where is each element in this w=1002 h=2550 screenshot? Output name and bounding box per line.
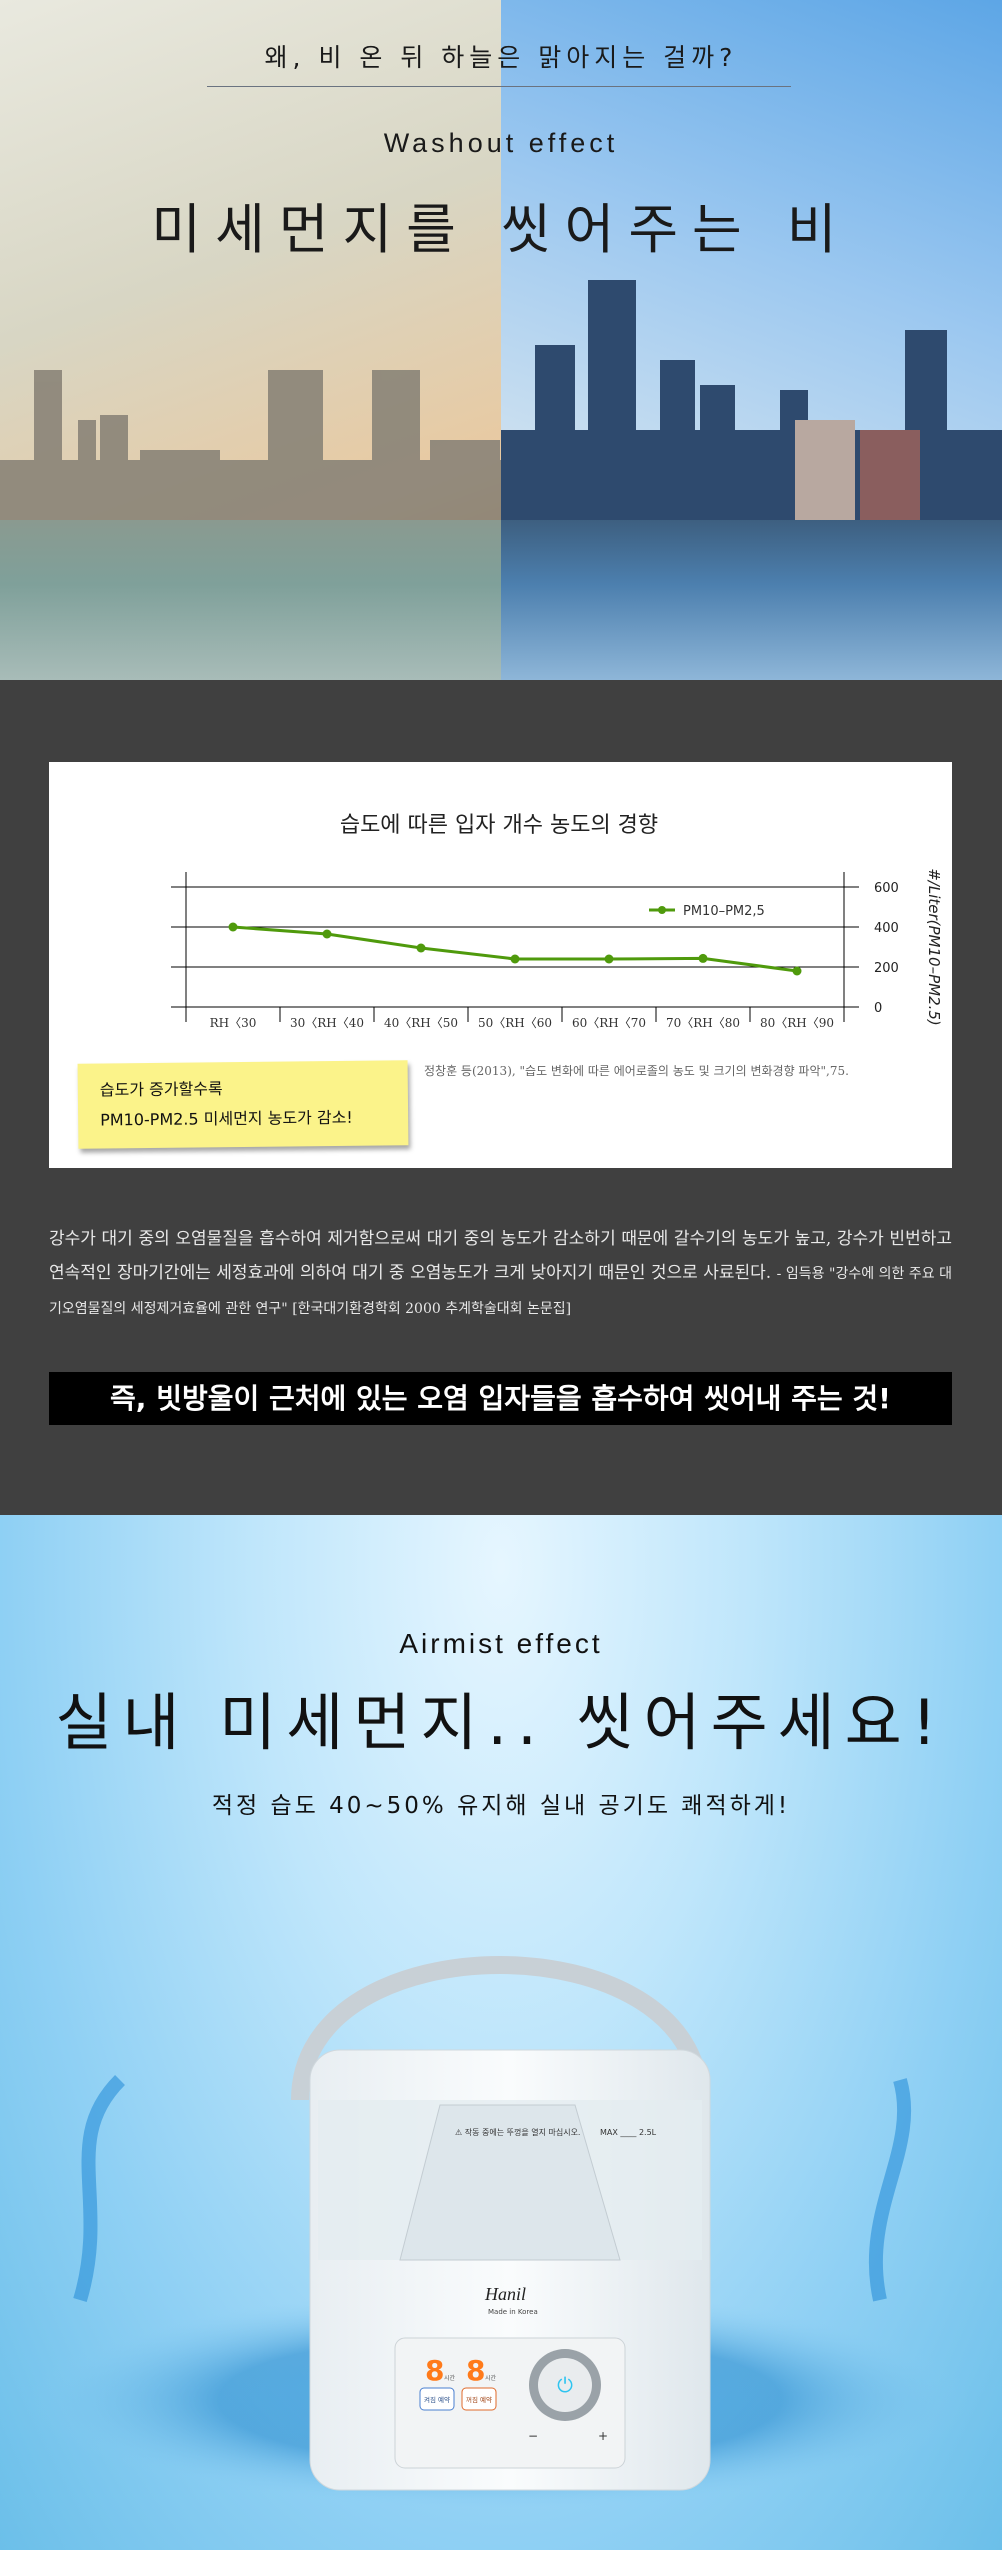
warning-label: ⚠ 작동 중에는 뚜껑을 열지 마십시오. xyxy=(455,2127,580,2137)
hero-subtitle: Washout effect xyxy=(383,128,619,158)
note-line-2: PM10-PM2.5 미세먼지 농도가 감소! xyxy=(100,1107,353,1130)
brand-logo: Hanil xyxy=(484,2284,526,2304)
on-timer-button[interactable] xyxy=(419,2387,455,2411)
paragraph-source: - 임득용 "강수에 의한 주요 대기오염물질의 세정제거효율에 관한 연구" … xyxy=(49,1266,952,1317)
x-tick-label: 40〈RH〈50 xyxy=(384,1016,458,1030)
off-timer-button[interactable] xyxy=(461,2387,497,2411)
data-point xyxy=(792,966,802,976)
y-tick-label: 200 xyxy=(874,961,899,976)
humidifier-product: ⚠ 작동 중에는 뚜껑을 열지 마십시오. MAX ____ 2.5L Hani… xyxy=(30,1956,970,2510)
chart-card: 습도에 따른 입자 개수 농도의 경향 0 200 400 600 RH〈30 30〈RH… xyxy=(49,762,952,1168)
humidity-chart: 습도에 따른 입자 개수 농도의 경향 0 200 400 600 RH〈30 30〈RH… xyxy=(171,813,943,1030)
airmist-tagline: 적정 습도 40~50% 유지해 실내 공기도 쾌적하게! xyxy=(211,1793,791,1819)
airmist-subtitle: Airmist effect xyxy=(399,1628,603,1659)
made-in-label: Made in Korea xyxy=(488,2308,538,2316)
data-point xyxy=(228,922,238,932)
data-point xyxy=(698,953,708,963)
y-tick-label: 600 xyxy=(874,881,899,896)
hero-title: 미세먼지를 씻어주는 비 xyxy=(151,198,851,261)
y-tick-label: 0 xyxy=(874,1001,882,1016)
research-paragraph: 강수가 대기 중의 오염물질을 흡수하여 제거함으로써 대기 중의 농도가 감소… xyxy=(49,1222,952,1326)
timer-digit-on: 8 xyxy=(425,2354,444,2387)
x-tick-label: 30〈RH〈40 xyxy=(290,1016,364,1030)
paragraph-body: 강수가 대기 중의 오염물질을 흡수하여 제거함으로써 대기 중의 농도가 감소… xyxy=(49,1229,952,1283)
highlight-banner: 즉, 빗방울이 근처에 있는 오염 입자들을 흡수하여 씻어내 주는 것! xyxy=(49,1372,952,1425)
series-line xyxy=(232,925,798,973)
data-point xyxy=(604,954,614,964)
x-tick-label: RH〈30 xyxy=(210,1016,257,1030)
x-tick-label: 50〈RH〈60 xyxy=(478,1016,552,1030)
river-left xyxy=(0,520,501,680)
tank-funnel xyxy=(399,2104,621,2261)
x-tick-label: 60〈RH〈70 xyxy=(572,1016,646,1030)
minus-label: − xyxy=(528,2429,538,2443)
data-point xyxy=(416,943,426,953)
legend-marker xyxy=(658,906,666,914)
power-icon: ⏻ xyxy=(557,2373,573,2397)
on-timer-label: 켜짐 예약 xyxy=(424,2395,450,2404)
off-timer-label: 꺼짐 예약 xyxy=(466,2395,492,2404)
divider xyxy=(207,86,791,87)
plus-label: + xyxy=(598,2429,608,2443)
data-point xyxy=(322,929,332,939)
note-line-1: 습도가 증가할수록 xyxy=(99,1079,223,1100)
timer-digit-off: 8 xyxy=(466,2354,485,2387)
city-skyline xyxy=(0,280,1002,520)
power-button[interactable] xyxy=(538,2358,592,2412)
hour-unit-2: 시간 xyxy=(485,2374,497,2382)
y-axis-label: #/Liter(PM10–PM2.5) xyxy=(925,868,943,1026)
max-label: MAX ____ 2.5L xyxy=(600,2128,657,2137)
sticky-note: 습도가 증가할수록 PM10-PM2.5 미세먼지 농도가 감소! xyxy=(77,1060,409,1149)
carry-handle xyxy=(291,1956,709,2101)
river-right xyxy=(501,520,1002,680)
washout-hero: 왜, 비 온 뒤 하늘은 맑아지는 걸까? Washout effect 미세먼… xyxy=(0,0,1002,680)
chart-title: 습도에 따른 입자 개수 농도의 경향 xyxy=(340,813,658,838)
hero-question: 왜, 비 온 뒤 하늘은 맑아지는 걸까? xyxy=(264,43,738,72)
hour-unit-1: 시간 xyxy=(444,2374,456,2382)
x-tick-label: 80〈RH〈90 xyxy=(760,1016,834,1030)
y-tick-label: 400 xyxy=(874,921,899,936)
legend-label: PM10–PM2,5 xyxy=(683,904,765,919)
data-point xyxy=(510,954,520,964)
splash-left-right xyxy=(73,2075,912,2303)
airmist-title: 실내 미세먼지.. 씻어주세요! xyxy=(55,1686,947,1759)
chart-citation: 정창훈 등(2013), "습도 변화에 따른 에어로졸의 농도 및 크기의 변… xyxy=(424,1064,849,1078)
x-tick-label: 70〈RH〈80 xyxy=(666,1016,740,1030)
